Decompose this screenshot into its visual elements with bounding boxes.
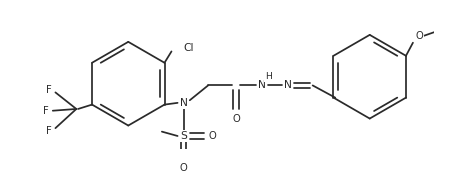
Text: F: F: [43, 106, 49, 116]
Text: H: H: [264, 72, 271, 81]
Text: S: S: [180, 131, 187, 141]
Text: O: O: [414, 31, 422, 41]
Text: Cl: Cl: [183, 43, 194, 53]
Text: O: O: [180, 163, 187, 171]
Text: F: F: [46, 126, 52, 136]
Text: O: O: [208, 131, 216, 141]
Text: N: N: [284, 80, 292, 90]
Text: N: N: [257, 80, 265, 90]
Text: F: F: [46, 85, 52, 95]
Text: N: N: [179, 98, 187, 108]
Text: O: O: [232, 114, 239, 124]
